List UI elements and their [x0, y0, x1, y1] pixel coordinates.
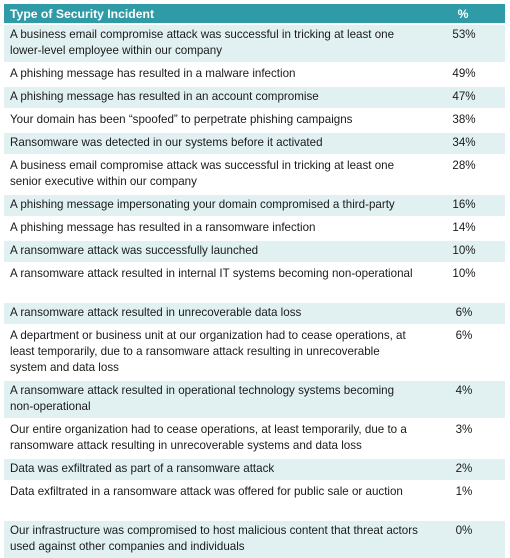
- table-row: Our entire organization had to cease ope…: [4, 418, 505, 457]
- table-row: A ransomware attack was successfully lau…: [4, 239, 505, 262]
- incident-cell: A ransomware attack resulted in unrecove…: [10, 306, 302, 319]
- table-row: A business email compromise attack was s…: [4, 23, 505, 62]
- table-row: Our infrastructure was compromised to ho…: [4, 519, 505, 558]
- table-row: A department or business unit at our org…: [4, 324, 505, 379]
- incident-cell: Data was exfiltrated as part of a ransom…: [10, 462, 275, 475]
- percent-cell: 1%: [455, 485, 473, 498]
- percent-cell: 16%: [452, 198, 476, 211]
- incident-cell: Our entire organization had to cease ope…: [10, 423, 407, 452]
- percent-cell: 47%: [452, 90, 476, 103]
- table-row: A phishing message impersonating your do…: [4, 193, 505, 216]
- incident-cell: A phishing message impersonating your do…: [10, 198, 395, 211]
- percent-cell: 28%: [452, 159, 476, 172]
- table-row: Ransomware was detected in our systems b…: [4, 131, 505, 154]
- percent-cell: 38%: [452, 113, 476, 126]
- incident-cell: Data exfiltrated in a ransomware attack …: [10, 485, 403, 498]
- incident-cell: A business email compromise attack was s…: [10, 28, 395, 57]
- security-incident-table: Type of Security Incident % A business e…: [4, 4, 505, 558]
- table-row: Your domain has been “spoofed” to perpet…: [4, 108, 505, 131]
- percent-cell: 49%: [452, 67, 476, 80]
- incident-cell: A phishing message has resulted in a mal…: [10, 67, 296, 80]
- incident-cell: A ransomware attack was successfully lau…: [10, 244, 259, 257]
- table-row: A phishing message has resulted in a ran…: [4, 216, 505, 239]
- percent-cell: 3%: [455, 423, 473, 436]
- incident-cell: A ransomware attack resulted in internal…: [10, 267, 413, 280]
- incident-cell: A business email compromise attack was s…: [10, 159, 395, 188]
- incident-cell: Our infrastructure was compromised to ho…: [10, 524, 418, 553]
- percent-cell: 10%: [452, 244, 476, 257]
- table-body: A business email compromise attack was s…: [4, 23, 505, 558]
- table-row: Data exfiltrated in a ransomware attack …: [4, 480, 505, 519]
- header-percent: %: [457, 7, 469, 21]
- table-row: A phishing message has resulted in a mal…: [4, 62, 505, 85]
- incident-cell: A phishing message has resulted in an ac…: [10, 90, 319, 103]
- table-row: A ransomware attack resulted in operatio…: [4, 379, 505, 418]
- percent-cell: 6%: [455, 329, 473, 342]
- percent-cell: 2%: [455, 462, 473, 475]
- table-header-row: Type of Security Incident %: [4, 4, 505, 23]
- percent-cell: 34%: [452, 136, 476, 149]
- incident-cell: Ransomware was detected in our systems b…: [10, 136, 323, 149]
- table-row: A ransomware attack resulted in unrecove…: [4, 301, 505, 324]
- table-row: A phishing message has resulted in an ac…: [4, 85, 505, 108]
- incident-cell: Your domain has been “spoofed” to perpet…: [10, 113, 353, 126]
- percent-cell: 14%: [452, 221, 476, 234]
- percent-cell: 4%: [455, 384, 473, 397]
- table-row: Data was exfiltrated as part of a ransom…: [4, 457, 505, 480]
- incident-cell: A phishing message has resulted in a ran…: [10, 221, 316, 234]
- incident-cell: A ransomware attack resulted in operatio…: [10, 384, 395, 413]
- header-incident-type: Type of Security Incident: [10, 7, 155, 21]
- percent-cell: 0%: [455, 524, 473, 537]
- percent-cell: 10%: [452, 267, 476, 280]
- percent-cell: 53%: [452, 28, 476, 41]
- percent-cell: 6%: [455, 306, 473, 319]
- incident-cell: A department or business unit at our org…: [10, 329, 406, 374]
- table-row: A ransomware attack resulted in internal…: [4, 262, 505, 301]
- table-row: A business email compromise attack was s…: [4, 154, 505, 193]
